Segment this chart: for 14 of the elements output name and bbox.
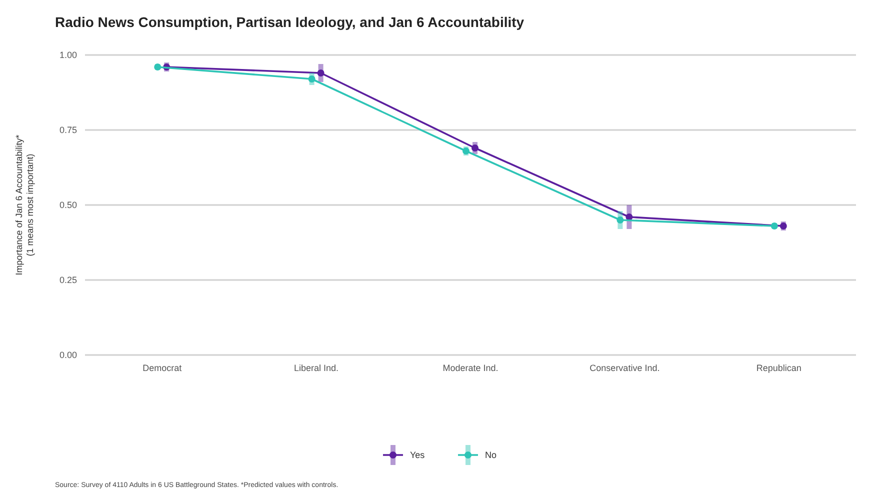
legend-label: Yes xyxy=(410,450,426,460)
y-tick-label: 1.00 xyxy=(59,50,77,60)
y-tick-label: 0.50 xyxy=(59,200,77,210)
y-tick-label: 0.75 xyxy=(59,125,77,136)
x-tick-label: Moderate Ind. xyxy=(442,363,498,373)
x-tick-label: Democrat xyxy=(142,363,182,373)
chart-title: Radio News Consumption, Partisan Ideology, and Jan 6 Accountability xyxy=(55,14,524,30)
y-axis-title: Importance of Jan 6 Accountability* (1 means most important) xyxy=(14,134,35,276)
x-tick-label: Liberal Ind. xyxy=(294,363,339,373)
y-tick-label: 0.00 xyxy=(59,350,77,360)
x-tick-label: Republican xyxy=(756,363,802,373)
legend-label: No xyxy=(485,450,497,460)
y-tick-label: 0.25 xyxy=(59,275,77,286)
x-tick-label: Conservative Ind. xyxy=(590,363,660,373)
